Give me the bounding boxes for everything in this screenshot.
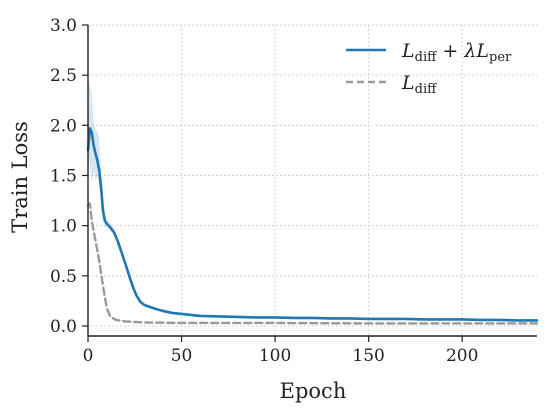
- series-line-diff-plus-per: [86, 127, 539, 322]
- series-lines: [86, 127, 539, 325]
- x-axis-label: Epoch: [280, 379, 347, 403]
- axes: [87, 25, 537, 337]
- y-axis-label: Train Loss: [8, 121, 32, 233]
- y-tick-label: 0.5: [50, 267, 77, 287]
- y-tick-label: 2.0: [50, 116, 77, 136]
- series-line-diff: [86, 202, 539, 325]
- grid: [87, 24, 537, 336]
- x-tick-label: 150: [352, 346, 384, 366]
- confidence-band: [88, 80, 115, 235]
- y-tick-label: 2.5: [50, 66, 77, 86]
- y-tick-label: 3.0: [50, 16, 77, 36]
- legend-label: Ldiff: [401, 72, 438, 97]
- y-tick-label: 0.0: [50, 317, 77, 337]
- x-tick-label: 0: [83, 346, 94, 366]
- series-band: [88, 80, 115, 235]
- y-tick-label: 1.0: [50, 217, 77, 237]
- legend: Ldiff + λLper Ldiff: [346, 40, 512, 97]
- ticks: 0 50 100 150 200 0.0 0.5 1.0 1.5 2.0 2.5 3.0: [50, 16, 478, 366]
- x-tick-label: 50: [171, 346, 193, 366]
- y-tick-label: 1.5: [50, 166, 77, 186]
- x-tick-label: 100: [259, 346, 291, 366]
- legend-label: Ldiff + λLper: [401, 40, 512, 65]
- x-tick-label: 200: [446, 346, 478, 366]
